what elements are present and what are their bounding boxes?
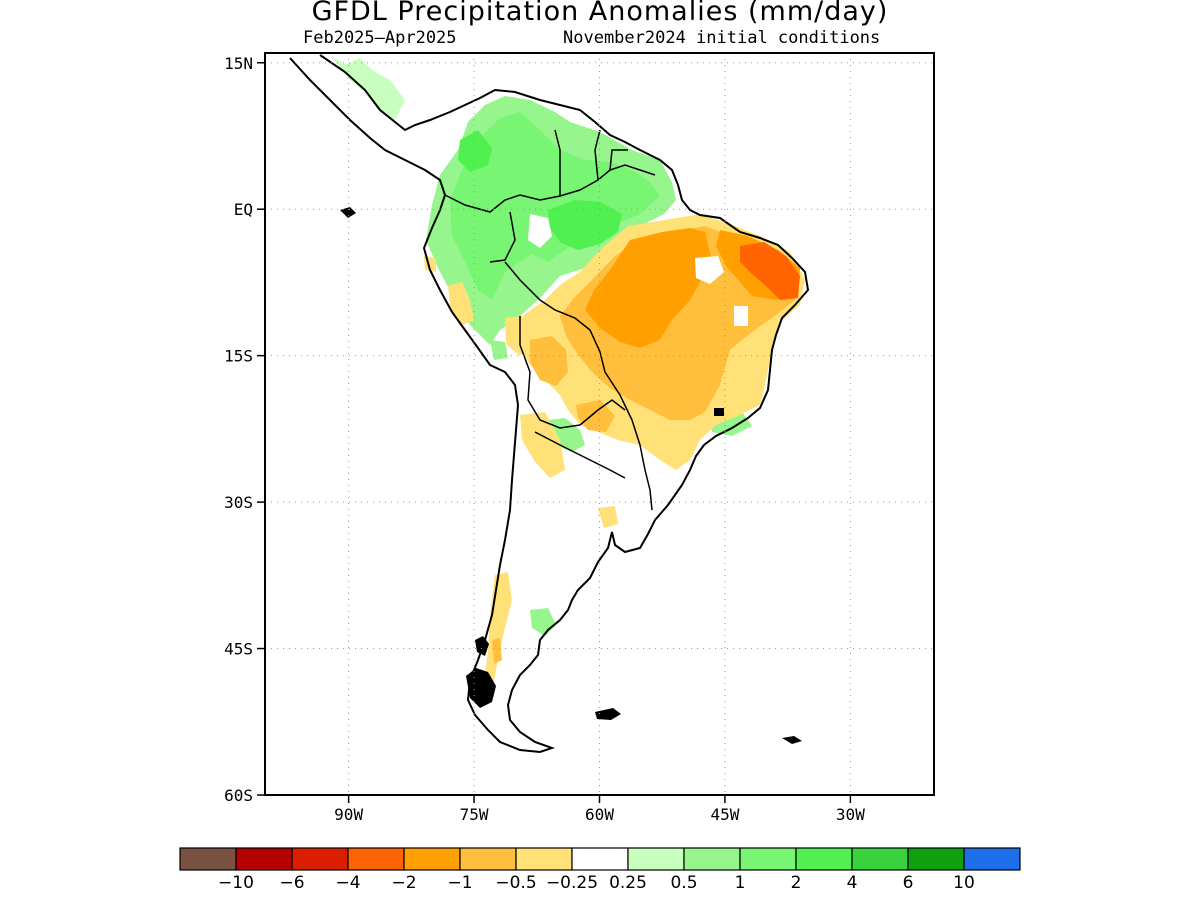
anomaly-region-mid-green — [458, 130, 622, 250]
map-area — [265, 53, 934, 795]
colorbar-swatch — [851, 847, 909, 871]
colorbar: −10 −6 −4 −2 −1 −0.5 −0.25 0.25 0.5 1 2 4 6 10 — [179, 847, 1021, 893]
anomaly-region-neutral — [528, 214, 748, 326]
colorbar-swatch — [571, 847, 629, 871]
colorbar-label: 6 — [903, 873, 914, 893]
colorbar-swatch — [179, 847, 237, 871]
colorbar-label: 1 — [735, 873, 746, 893]
colorbar-label: −0.5 — [495, 873, 536, 893]
y-tick-label: 60S — [224, 786, 253, 805]
x-tick-label: 90W — [334, 805, 363, 824]
colorbar-label: −0.25 — [546, 873, 598, 893]
colorbar-swatch — [515, 847, 573, 871]
colorbar-label: −6 — [279, 873, 304, 893]
colorbar-label: 4 — [847, 873, 858, 893]
axis-ticks: 90W 75W 60W 45W 30W 15N EQ 15S 30S 45S 60S — [224, 54, 865, 824]
colorbar-swatch — [235, 847, 293, 871]
anomaly-region-orange-west — [492, 336, 615, 664]
grid-lines — [265, 53, 934, 795]
initial-conditions: November2024 initial conditions — [563, 28, 881, 48]
y-tick-label: 45S — [224, 640, 253, 659]
colorbar-label: −4 — [335, 873, 360, 893]
x-tick-label: 60W — [585, 805, 614, 824]
colorbar-label: 0.5 — [670, 873, 697, 893]
y-tick-label: 30S — [224, 493, 253, 512]
colorbar-label: 0.25 — [609, 873, 647, 893]
colorbar-swatch — [403, 847, 461, 871]
colorbar-label: 2 — [791, 873, 802, 893]
y-tick-label: 15N — [224, 54, 253, 73]
coastline-south-america — [289, 54, 810, 754]
anomaly-region-red-orange — [740, 242, 800, 300]
y-tick-label: EQ — [234, 200, 253, 219]
colorbar-swatch — [963, 847, 1021, 871]
colorbar-swatch — [459, 847, 517, 871]
x-tick-label: 30W — [836, 805, 865, 824]
colorbar-swatch — [683, 847, 741, 871]
colorbar-swatch — [347, 847, 405, 871]
colorbar-label: −2 — [391, 873, 416, 893]
colorbar-swatch — [795, 847, 853, 871]
country-borders — [444, 129, 656, 511]
anomaly-region-green — [450, 112, 660, 300]
colorbar-label: 10 — [953, 873, 975, 893]
page-title: GFDL Precipitation Anomalies (mm/day) — [311, 0, 889, 27]
colorbar-swatch — [739, 847, 797, 871]
colorbar-label: −10 — [218, 873, 254, 893]
forecast-period: Feb2025–Apr2025 — [303, 28, 457, 48]
x-tick-label: 75W — [460, 805, 489, 824]
x-tick-label: 45W — [710, 805, 739, 824]
colorbar-swatch — [627, 847, 685, 871]
colorbar-label: −1 — [447, 873, 472, 893]
y-tick-label: 15S — [224, 347, 253, 366]
anomaly-region-pale-yellow-west — [424, 256, 618, 690]
colorbar-swatch — [907, 847, 965, 871]
colorbar-swatch — [291, 847, 349, 871]
